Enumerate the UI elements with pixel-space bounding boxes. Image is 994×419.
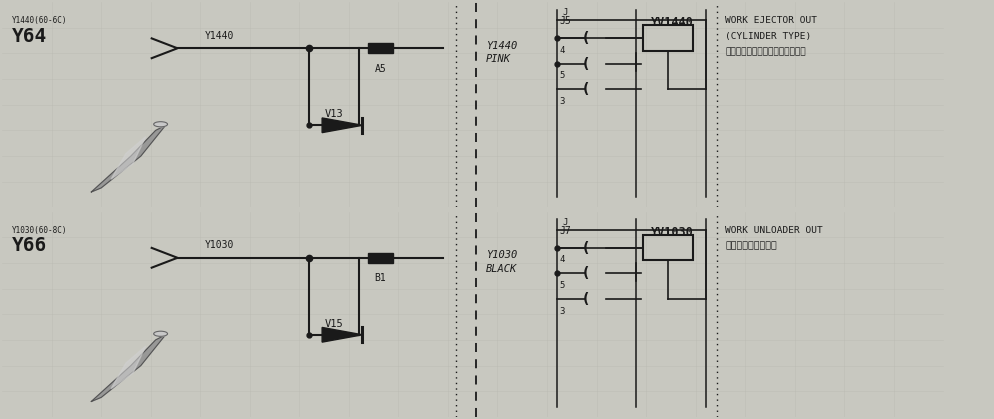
Polygon shape [111,137,145,179]
Text: YV1440: YV1440 [650,16,693,29]
Text: B1: B1 [375,273,386,283]
Text: 4: 4 [559,46,564,55]
Polygon shape [322,118,362,133]
Polygon shape [111,346,145,389]
Text: 3: 3 [559,97,564,106]
Text: Y64: Y64 [12,27,47,46]
Text: 5: 5 [559,281,564,290]
Text: WORK UNLOADER OUT: WORK UNLOADER OUT [725,226,822,235]
Text: WORK EJECTOR OUT: WORK EJECTOR OUT [725,16,816,26]
Text: (CYLINDER TYPE): (CYLINDER TYPE) [725,32,811,41]
Text: J5: J5 [559,16,571,26]
Polygon shape [91,335,165,401]
Text: Y1440(60-6C): Y1440(60-6C) [12,16,68,26]
Text: PINK: PINK [485,54,510,65]
Ellipse shape [153,122,167,127]
Text: (: ( [582,31,588,45]
Polygon shape [322,327,362,342]
Text: 4: 4 [559,255,564,264]
Text: V13: V13 [324,109,343,119]
Text: Y1030(60-8C): Y1030(60-8C) [12,226,68,235]
Text: Y1440: Y1440 [205,31,235,41]
Text: 3: 3 [559,307,564,316]
Text: J: J [562,218,567,227]
Text: Y1030: Y1030 [205,240,235,250]
Text: (: ( [582,292,588,306]
Text: 5: 5 [559,71,564,80]
Text: (: ( [582,57,588,71]
Text: ワークアンローダ出: ワークアンローダ出 [725,241,776,251]
Text: A5: A5 [375,64,386,74]
Text: J: J [562,8,567,17]
Polygon shape [91,125,165,192]
Text: V15: V15 [324,318,343,328]
Text: Y1440: Y1440 [485,41,516,51]
Bar [642,235,692,260]
Text: YV1030: YV1030 [650,226,693,239]
Text: ワーク払い出し出（シリンダ式）: ワーク払い出し出（シリンダ式） [725,47,805,56]
Text: (: ( [582,241,588,254]
Ellipse shape [153,331,167,336]
Text: J7: J7 [559,226,571,236]
Text: Y66: Y66 [12,236,47,255]
Bar [368,43,393,53]
Text: (: ( [582,266,588,280]
Bar [368,253,393,263]
Text: (: ( [582,83,588,96]
Text: BLACK: BLACK [485,264,516,274]
Bar [642,25,692,51]
Text: Y1030: Y1030 [485,250,516,260]
